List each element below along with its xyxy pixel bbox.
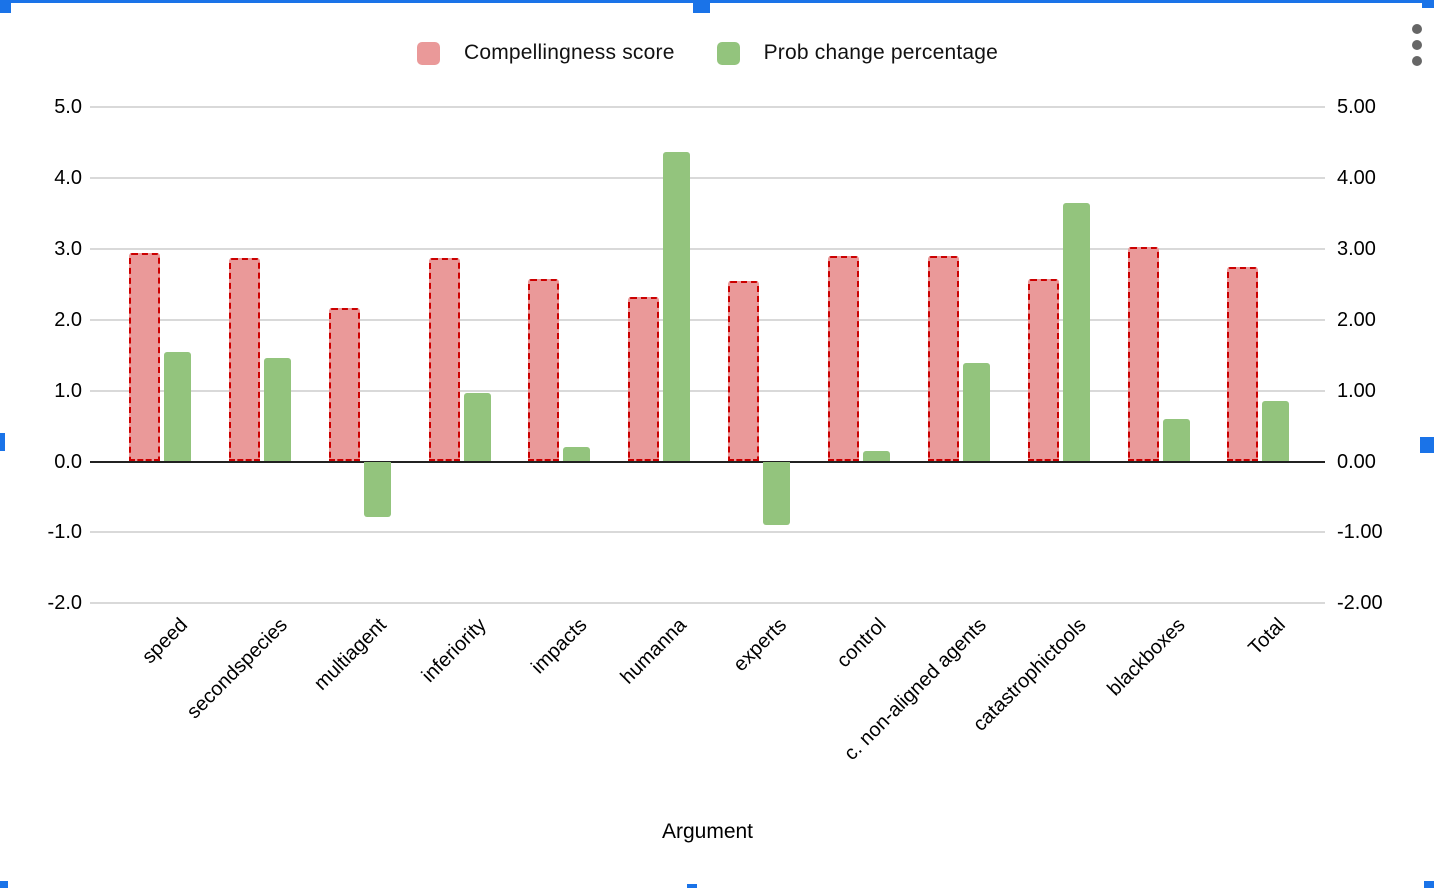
prob-change-bar-multiagent[interactable] bbox=[363, 461, 391, 517]
gridline bbox=[90, 531, 1325, 534]
compellingness-bar-blackboxes[interactable] bbox=[1127, 246, 1159, 462]
prob-change-bar-humanna[interactable] bbox=[663, 152, 691, 462]
legend-item-prob-change[interactable]: Prob change percentage bbox=[716, 41, 998, 65]
compellingness-bar-total[interactable] bbox=[1227, 267, 1259, 462]
resize-handle-bottom-middle[interactable] bbox=[687, 884, 697, 888]
menu-dot bbox=[1412, 56, 1422, 66]
selection-border-top bbox=[0, 0, 1434, 3]
compellingness-bar-c-non-aligned-agents[interactable] bbox=[927, 255, 959, 462]
chart-legend: Compellingness score Prob change percent… bbox=[90, 41, 1325, 65]
category-label-multiagent: multiagent bbox=[310, 614, 392, 695]
prob-change-bar-total[interactable] bbox=[1262, 401, 1290, 462]
left-axis-tick-label: 1.0 bbox=[54, 379, 82, 402]
x-axis-title: Argument bbox=[661, 820, 754, 843]
category-label-secondspecies: secondspecies bbox=[182, 614, 292, 724]
right-axis-tick-label: 4.00 bbox=[1337, 166, 1376, 189]
resize-handle-bottom-left[interactable] bbox=[0, 881, 8, 888]
right-axis-tick-label: 0.00 bbox=[1337, 450, 1376, 473]
category-label-blackboxes: blackboxes bbox=[1103, 614, 1191, 701]
legend-swatch-compellingness bbox=[416, 41, 440, 65]
left-axis-tick-label: -2.0 bbox=[47, 592, 82, 615]
prob-change-bar-speed[interactable] bbox=[164, 351, 191, 462]
compellingness-bar-speed[interactable] bbox=[129, 253, 160, 462]
category-label-humanna: humanna bbox=[616, 614, 691, 689]
gridline bbox=[90, 176, 1325, 179]
left-axis-tick-label: 5.0 bbox=[54, 96, 82, 118]
gridline bbox=[90, 602, 1325, 605]
menu-dot bbox=[1412, 24, 1422, 34]
compellingness-bar-multiagent[interactable] bbox=[328, 308, 360, 462]
resize-handle-top-middle[interactable] bbox=[693, 0, 710, 13]
legend-swatch-prob-change bbox=[716, 41, 740, 65]
prob-change-bar-experts[interactable] bbox=[763, 461, 791, 526]
gridline bbox=[90, 247, 1325, 250]
left-axis-tick-label: 3.0 bbox=[54, 237, 82, 260]
compellingness-bar-catastrophictools[interactable] bbox=[1027, 278, 1059, 462]
resize-handle-left-middle[interactable] bbox=[0, 433, 5, 451]
compellingness-bar-humanna[interactable] bbox=[628, 297, 660, 462]
prob-change-bar-blackboxes[interactable] bbox=[1162, 418, 1190, 462]
prob-change-bar-control[interactable] bbox=[862, 450, 890, 462]
category-label-experts: experts bbox=[728, 614, 791, 676]
left-axis-tick-label: 0.0 bbox=[54, 450, 82, 473]
prob-change-bar-inferiority[interactable] bbox=[463, 392, 491, 462]
resize-handle-bottom-right[interactable] bbox=[1424, 881, 1434, 888]
category-label-speed: speed bbox=[137, 614, 192, 669]
right-axis-tick-label: -2.00 bbox=[1337, 592, 1383, 615]
right-axis-tick-label: 1.00 bbox=[1337, 379, 1376, 402]
left-axis-tick-label: -1.0 bbox=[47, 521, 82, 544]
resize-handle-top-right[interactable] bbox=[1422, 0, 1434, 8]
legend-label: Compellingness score bbox=[463, 41, 675, 64]
prob-change-bar-secondspecies[interactable] bbox=[263, 357, 291, 462]
legend-item-compellingness[interactable]: Compellingness score bbox=[416, 41, 675, 65]
compellingness-bar-control[interactable] bbox=[827, 255, 859, 462]
right-axis-tick-label: -1.00 bbox=[1337, 521, 1383, 544]
left-axis-tick-label: 4.0 bbox=[54, 166, 82, 189]
prob-change-bar-catastrophictools[interactable] bbox=[1062, 203, 1090, 462]
category-label-inferiority: inferiority bbox=[418, 614, 492, 687]
gridline bbox=[90, 389, 1325, 392]
category-label-impacts: impacts bbox=[526, 614, 591, 679]
right-axis-tick-label: 2.00 bbox=[1337, 308, 1376, 331]
chart-options-menu-icon[interactable] bbox=[1410, 24, 1424, 72]
zero-axis-line bbox=[90, 460, 1325, 463]
gridline bbox=[90, 318, 1325, 321]
right-axis-tick-label: 5.00 bbox=[1337, 96, 1376, 118]
compellingness-bar-impacts[interactable] bbox=[528, 279, 560, 462]
compellingness-bar-experts[interactable] bbox=[728, 280, 760, 462]
resize-handle-top-left[interactable] bbox=[0, 0, 11, 13]
compellingness-bar-secondspecies[interactable] bbox=[228, 258, 260, 462]
right-axis-tick-label: 3.00 bbox=[1337, 237, 1376, 260]
legend-label: Prob change percentage bbox=[763, 41, 998, 64]
category-label-total: Total bbox=[1244, 614, 1290, 660]
left-axis-tick-label: 2.0 bbox=[54, 308, 82, 331]
menu-dot bbox=[1412, 40, 1422, 50]
category-label-control: control bbox=[832, 614, 891, 673]
compellingness-bar-inferiority[interactable] bbox=[428, 258, 460, 462]
prob-change-bar-impacts[interactable] bbox=[563, 447, 591, 462]
prob-change-bar-c-non-aligned-agents[interactable] bbox=[962, 362, 990, 462]
resize-handle-right-middle[interactable] bbox=[1420, 437, 1434, 453]
gridline bbox=[90, 106, 1325, 108]
